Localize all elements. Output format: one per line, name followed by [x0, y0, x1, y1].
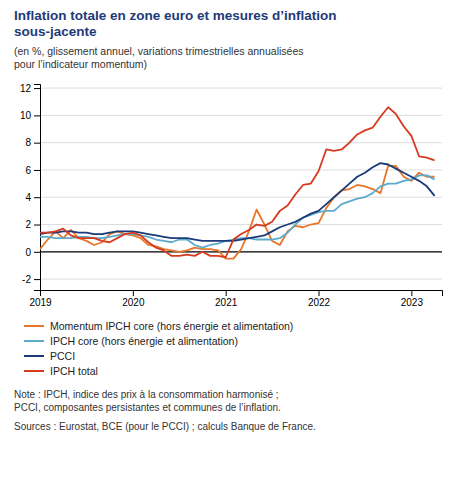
y-tick-mark [34, 279, 40, 280]
grid-line [40, 197, 442, 198]
subtitle-line: (en %, glissement annuel, variations tri… [14, 45, 303, 57]
x-axis: 2019 2020 2021 2022 2023 [29, 290, 442, 308]
y-tick-mark [34, 170, 40, 171]
grid-line [40, 279, 442, 280]
y-tick-mark [34, 197, 40, 198]
grid [40, 88, 442, 279]
legend-swatch [24, 370, 44, 372]
series-line [40, 163, 435, 241]
legend: Momentum IPCH core (hors énergie et alim… [24, 320, 293, 377]
y-tick: 12 [20, 83, 40, 94]
x-tick-mark [40, 290, 41, 296]
y-tick: 6 [25, 165, 40, 176]
legend-item: Momentum IPCH core (hors énergie et alim… [24, 320, 293, 332]
y-tick-label: 10 [20, 110, 32, 121]
annotation: Note : IPCH, indice des prix à la consom… [14, 389, 281, 413]
legend-item: IPCH total [24, 365, 98, 377]
x-tick-mark [226, 290, 227, 296]
y-tick-mark [34, 225, 40, 226]
y-tick: 2 [25, 219, 40, 230]
subtitle: (en %, glissement annuel, variations tri… [14, 45, 303, 70]
title: Inflation totale en zone euro et mesures… [14, 8, 337, 39]
y-tick-mark [34, 88, 40, 89]
x-tick-label: 2022 [308, 297, 331, 308]
grid-line [40, 88, 442, 89]
subtitle-line: pour l’indicateur momentum) [14, 58, 147, 70]
y-tick: 10 [20, 110, 40, 121]
y-tick-label: 4 [25, 192, 31, 203]
y-axis-line [34, 85, 41, 291]
legend-swatch [24, 340, 44, 342]
y-tick-mark [34, 115, 40, 116]
x-tick-label: 2023 [401, 297, 424, 308]
y-tick: -2 [22, 274, 40, 285]
legend-item: PCCI [24, 350, 75, 362]
title-line: sous-jacente [14, 24, 97, 39]
x-tick: 2021 [215, 290, 238, 308]
x-tick: 2020 [122, 290, 145, 308]
legend-item: IPCH core (hors énergie et alimentation) [24, 335, 238, 347]
annotation-line: PCCI, composantes persistantes et commun… [14, 402, 281, 413]
legend-label: PCCI [50, 350, 75, 362]
zero-line [40, 251, 442, 252]
legend-label: Momentum IPCH core (hors énergie et alim… [50, 320, 293, 332]
legend-label: IPCH core (hors énergie et alimentation) [50, 335, 238, 347]
title-line: Inflation totale en zone euro et mesures… [14, 8, 337, 23]
legend-swatch [24, 325, 44, 327]
annotation-line: Note : IPCH, indice des prix à la consom… [14, 389, 279, 400]
grid-line [40, 142, 442, 143]
x-tick-label: 2021 [215, 297, 238, 308]
y-tick-mark [34, 143, 40, 144]
x-tick-mark [411, 290, 412, 296]
y-tick-label: 8 [25, 137, 31, 148]
y-tick-label: 6 [25, 165, 31, 176]
y-tick: 8 [25, 137, 40, 148]
grid-line [40, 224, 442, 225]
x-tick-mark [133, 290, 134, 296]
x-tick-mark [319, 290, 320, 296]
y-tick: 0 [25, 247, 40, 258]
x-axis-line [41, 291, 443, 297]
y-tick: 4 [25, 192, 40, 203]
x-tick: 2023 [401, 290, 424, 308]
series-line [40, 166, 435, 259]
y-tick-mark [34, 252, 40, 253]
series-line [40, 107, 435, 257]
chart: Inflation totale en zone euro et mesures… [0, 0, 458, 478]
legend-label: IPCH total [50, 365, 98, 377]
legend-swatch [24, 355, 44, 357]
y-tick-label: 2 [25, 219, 31, 230]
grid-line [40, 169, 442, 170]
annotation: Sources : Eurostat, BCE (pour le PCCI) ;… [14, 421, 316, 432]
x-tick-label: 2020 [122, 297, 145, 308]
y-tick-label: 0 [25, 247, 31, 258]
series-lines [40, 107, 435, 258]
y-tick-label: 12 [20, 83, 32, 94]
x-tick-label: 2019 [29, 297, 52, 308]
x-tick: 2022 [308, 290, 331, 308]
y-axis: -2 0 2 4 6 8 10 12 [20, 83, 41, 291]
y-tick-label: -2 [22, 274, 31, 285]
annotation-line: Sources : Eurostat, BCE (pour le PCCI) ;… [14, 421, 316, 432]
x-tick: 2019 [29, 290, 52, 308]
